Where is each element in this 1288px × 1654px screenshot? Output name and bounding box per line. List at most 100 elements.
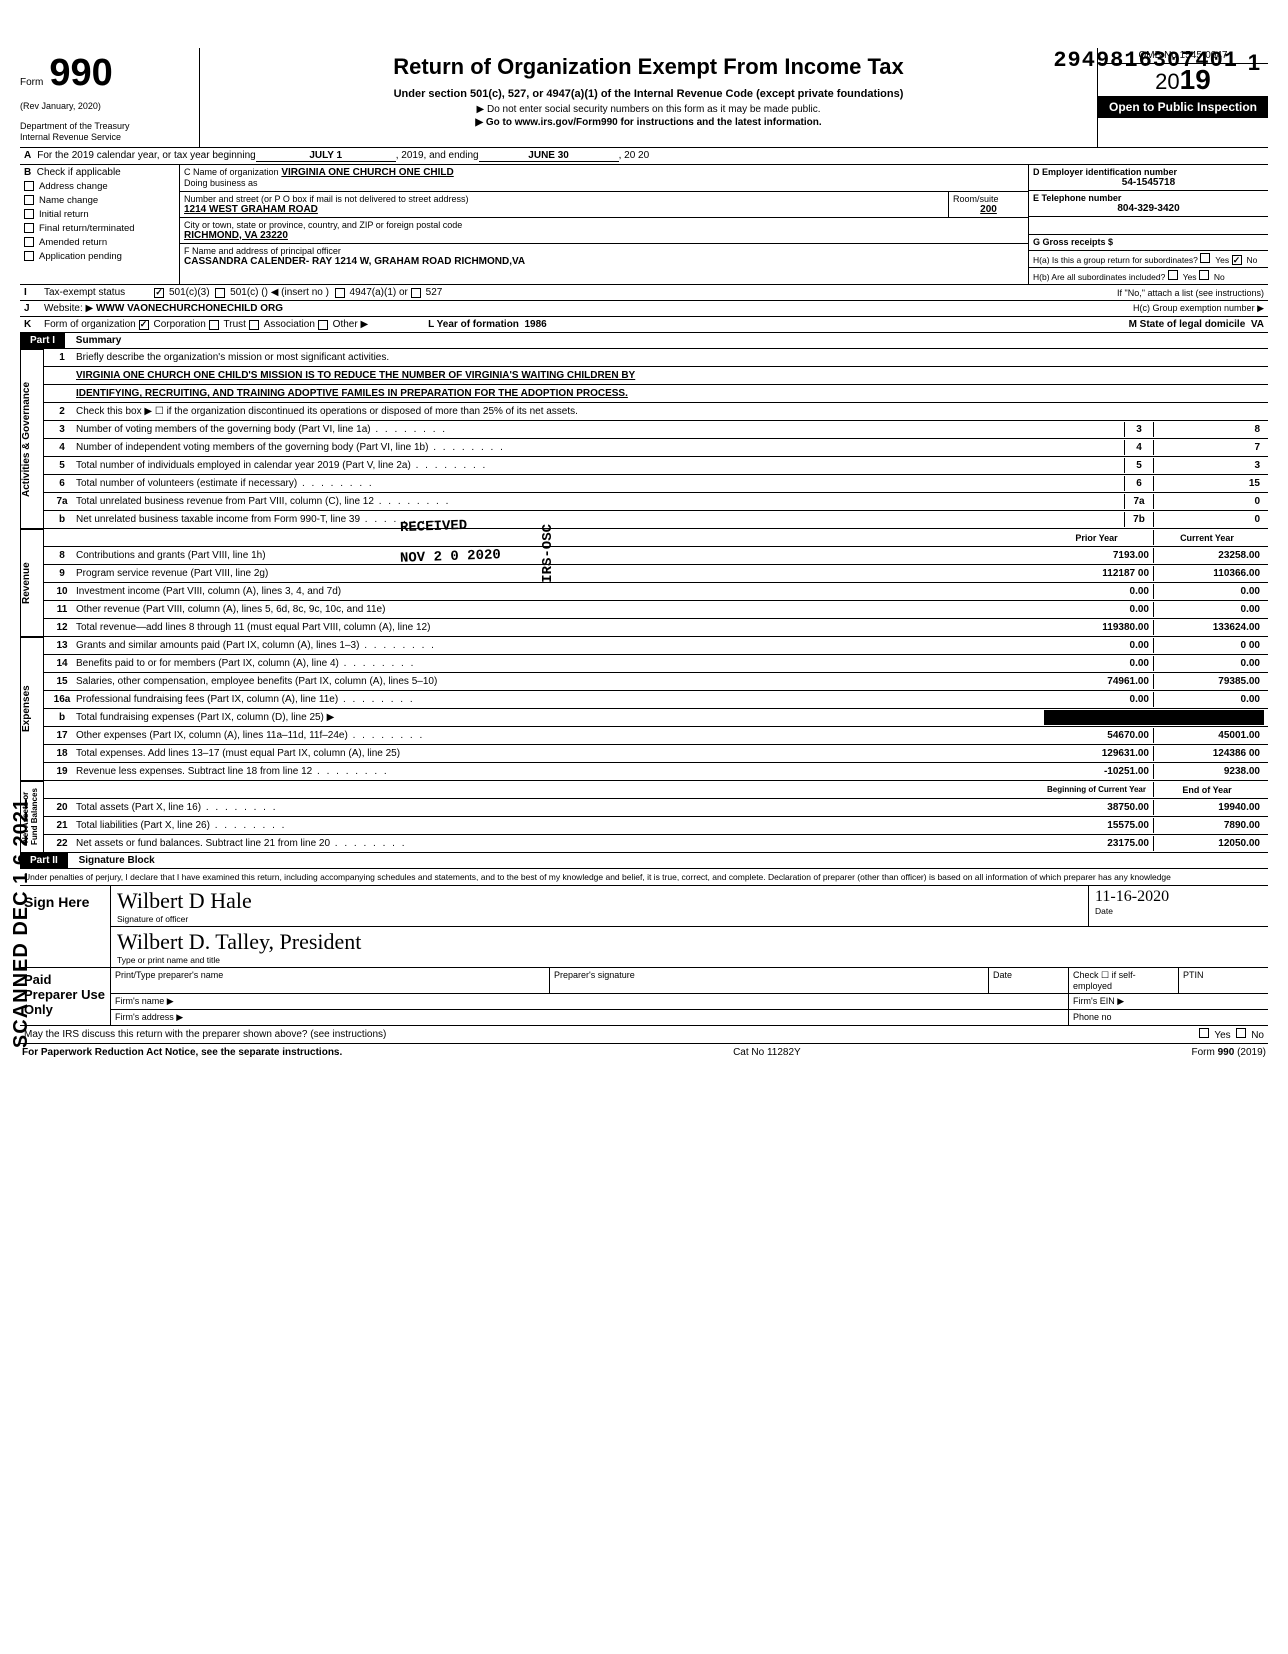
tel-lbl: E Telephone number — [1033, 193, 1264, 203]
form-number: 990 — [49, 52, 112, 95]
col-b-label: B — [24, 167, 31, 178]
discuss-text: May the IRS discuss this return with the… — [24, 1029, 386, 1040]
part1-title: Summary — [76, 335, 122, 346]
department: Department of the Treasury Internal Reve… — [20, 121, 193, 143]
chk-discuss-no[interactable] — [1236, 1028, 1246, 1038]
l17-text: Other expenses (Part IX, column (A), lin… — [76, 730, 1044, 741]
l8-prior: 7193.00 — [1044, 548, 1154, 563]
l13-curr: 0 00 — [1154, 638, 1264, 653]
firm-name-lbl: Firm's name ▶ — [110, 994, 1068, 1009]
l20-text: Total assets (Part X, line 16) — [76, 802, 1044, 813]
chk-4947[interactable] — [335, 288, 345, 298]
org-name-lbl: C Name of organization — [184, 167, 279, 177]
col-d: D Employer identification number 54-1545… — [1028, 165, 1268, 285]
l1-lbl: Briefly describe the organization's miss… — [76, 352, 1264, 363]
chk-amended-return[interactable] — [24, 237, 34, 247]
hc-lbl: H(c) Group exemption number ▶ — [1133, 303, 1264, 314]
l22-text: Net assets or fund balances. Subtract li… — [76, 838, 1044, 849]
l11-prior: 0.00 — [1044, 602, 1154, 617]
l10-curr: 0.00 — [1154, 584, 1264, 599]
chk-address-change[interactable] — [24, 181, 34, 191]
lbl-other: Other ▶ — [333, 319, 368, 330]
sidebar-revenue: Revenue — [20, 529, 44, 637]
summary-netassets: Net Assets or Fund Balances Beginning of… — [20, 781, 1268, 853]
tax-year-end: JUNE 30 — [479, 150, 619, 162]
chk-501c[interactable] — [215, 288, 225, 298]
officer-signature: Wilbert D Hale — [117, 888, 1082, 914]
chk-name-change[interactable] — [24, 195, 34, 205]
mission-line1: VIRGINIA ONE CHURCH ONE CHILD'S MISSION … — [76, 370, 1264, 381]
l7b-text: Net unrelated business taxable income fr… — [76, 514, 1124, 525]
l6-text: Total number of volunteers (estimate if … — [76, 478, 1124, 489]
row-i: I Tax-exempt status ✓501(c)(3) 501(c) ( … — [20, 285, 1268, 301]
prep-self-lbl: Check ☐ if self-employed — [1068, 968, 1178, 993]
perjury-text: Under penalties of perjury, I declare th… — [20, 869, 1268, 886]
footer-right: Form 990 (2019) — [1192, 1047, 1266, 1058]
lbl-address-change: Address change — [39, 181, 108, 192]
l11-curr: 0.00 — [1154, 602, 1264, 617]
end-year-hdr: End of Year — [1154, 782, 1264, 797]
prior-year-hdr: Prior Year — [1044, 530, 1154, 545]
lbl-trust: Trust — [224, 319, 246, 330]
l12-text: Total revenue—add lines 8 through 11 (mu… — [76, 622, 1044, 633]
revision: (Rev January, 2020) — [20, 101, 193, 111]
discuss-row: May the IRS discuss this return with the… — [20, 1026, 1268, 1044]
form-org-lbl: Form of organization — [44, 319, 136, 330]
l8-curr: 23258.00 — [1154, 548, 1264, 563]
dln: 2949816307401 — [1053, 48, 1238, 73]
l10-text: Investment income (Part VIII, column (A)… — [76, 586, 1044, 597]
officer-lbl: F Name and address of principal officer — [184, 246, 1024, 256]
chk-association[interactable] — [249, 320, 259, 330]
chk-trust[interactable] — [209, 320, 219, 330]
lbl-application-pending: Application pending — [39, 251, 122, 262]
l16b-text: Total fundraising expenses (Part IX, col… — [76, 712, 1044, 723]
l11-text: Other revenue (Part VIII, column (A), li… — [76, 604, 1044, 615]
state-domicile: VA — [1251, 319, 1264, 330]
chk-corporation[interactable]: ✓ — [139, 320, 149, 330]
chk-ha-yes[interactable] — [1200, 253, 1210, 263]
l20-prior: 38750.00 — [1044, 800, 1154, 815]
chk-hb-no[interactable] — [1199, 270, 1209, 280]
chk-ha-no[interactable]: ✓ — [1232, 255, 1242, 265]
l8-text: Contributions and grants (Part VIII, lin… — [76, 550, 1044, 561]
open-to-public: Open to Public Inspection — [1098, 96, 1268, 118]
lbl-527: 527 — [426, 287, 443, 298]
l18-text: Total expenses. Add lines 13–17 (must eq… — [76, 748, 1044, 759]
chk-initial-return[interactable] — [24, 209, 34, 219]
row-a-text1: For the 2019 calendar year, or tax year … — [37, 150, 255, 161]
chk-application-pending[interactable] — [24, 251, 34, 261]
prep-sig-lbl: Preparer's signature — [549, 968, 988, 993]
l20-curr: 19940.00 — [1154, 800, 1264, 815]
year-formation: 1986 — [524, 319, 546, 330]
dba-lbl: Doing business as — [184, 178, 258, 188]
l4-val: 7 — [1154, 440, 1264, 455]
l9-prior: 112187 00 — [1044, 566, 1154, 581]
l22-prior: 23175.00 — [1044, 836, 1154, 851]
chk-final-return[interactable] — [24, 223, 34, 233]
page-footer: For Paperwork Reduction Act Notice, see … — [20, 1044, 1268, 1061]
chk-other[interactable] — [318, 320, 328, 330]
l7a-val: 0 — [1154, 494, 1264, 509]
ha-lbl: H(a) Is this a group return for subordin… — [1033, 255, 1198, 265]
lbl-association: Association — [264, 319, 315, 330]
l21-prior: 15575.00 — [1044, 818, 1154, 833]
hb-note: If "No," attach a list (see instructions… — [1117, 288, 1264, 298]
ein: 54-1545718 — [1033, 177, 1264, 188]
l17-prior: 54670.00 — [1044, 728, 1154, 743]
l2-text: Check this box ▶ ☐ if the organization d… — [76, 406, 1264, 417]
chk-discuss-yes[interactable] — [1199, 1028, 1209, 1038]
summary-governance: Activities & Governance 1Briefly describ… — [20, 349, 1268, 529]
col-b: B Check if applicable Address change Nam… — [20, 165, 180, 285]
prep-name-lbl: Print/Type preparer's name — [110, 968, 549, 993]
l16a-curr: 0.00 — [1154, 692, 1264, 707]
l18-prior: 129631.00 — [1044, 746, 1154, 761]
row-k-lbl: K — [24, 319, 44, 330]
phone-lbl: Phone no — [1068, 1010, 1268, 1025]
chk-hb-yes[interactable] — [1168, 270, 1178, 280]
chk-501c3[interactable]: ✓ — [154, 288, 164, 298]
chk-527[interactable] — [411, 288, 421, 298]
row-a-tail: , 20 20 — [619, 150, 650, 161]
l9-curr: 110366.00 — [1154, 566, 1264, 581]
footer-mid: Cat No 11282Y — [733, 1047, 801, 1058]
lbl-501c3: 501(c)(3) — [169, 287, 210, 298]
